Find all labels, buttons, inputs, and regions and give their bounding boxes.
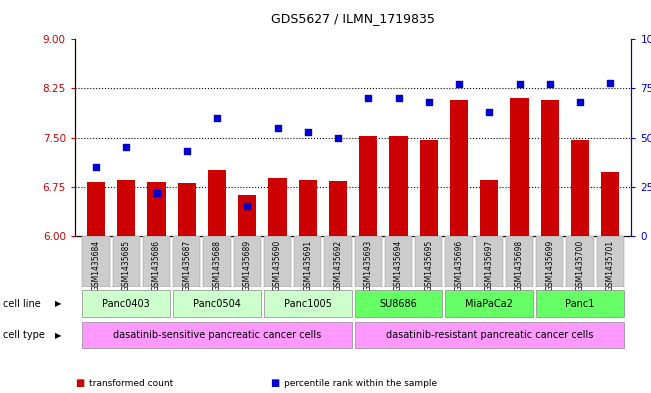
- Text: percentile rank within the sample: percentile rank within the sample: [284, 379, 437, 387]
- Bar: [445, 236, 473, 287]
- Text: dasatinib-resistant pancreatic cancer cells: dasatinib-resistant pancreatic cancer ce…: [385, 330, 593, 340]
- Bar: [355, 236, 382, 287]
- Bar: [597, 236, 624, 287]
- Text: GSM1435693: GSM1435693: [364, 240, 373, 291]
- Text: ■: ■: [75, 378, 84, 388]
- Text: GSM1435700: GSM1435700: [575, 240, 585, 291]
- Bar: [238, 195, 256, 236]
- Bar: [389, 136, 408, 236]
- Bar: [506, 236, 533, 287]
- Bar: [173, 236, 201, 287]
- Bar: [148, 182, 165, 236]
- Text: Panc0403: Panc0403: [102, 299, 150, 309]
- Bar: [445, 290, 533, 317]
- Point: [212, 115, 222, 121]
- Text: Panc1: Panc1: [565, 299, 595, 309]
- Point: [242, 203, 253, 209]
- Bar: [83, 322, 352, 348]
- Point: [605, 79, 615, 86]
- Bar: [324, 236, 352, 287]
- Bar: [510, 98, 529, 236]
- Text: ▶: ▶: [55, 299, 62, 308]
- Text: Panc0504: Panc0504: [193, 299, 241, 309]
- Point: [303, 129, 313, 135]
- Bar: [83, 290, 170, 317]
- Point: [424, 99, 434, 105]
- Bar: [420, 140, 438, 236]
- Point: [91, 164, 102, 170]
- Bar: [355, 290, 443, 317]
- Bar: [113, 236, 140, 287]
- Text: ■: ■: [270, 378, 279, 388]
- Point: [333, 134, 343, 141]
- Text: GDS5627 / ILMN_1719835: GDS5627 / ILMN_1719835: [271, 12, 435, 25]
- Text: GSM1435695: GSM1435695: [424, 240, 434, 291]
- Text: MiaPaCa2: MiaPaCa2: [465, 299, 513, 309]
- Bar: [208, 170, 226, 236]
- Bar: [264, 236, 291, 287]
- Bar: [268, 178, 286, 236]
- Bar: [264, 290, 352, 317]
- Text: GSM1435691: GSM1435691: [303, 240, 312, 291]
- Text: GSM1435699: GSM1435699: [546, 240, 554, 291]
- Bar: [476, 236, 503, 287]
- Bar: [83, 236, 109, 287]
- Text: cell type: cell type: [3, 330, 45, 340]
- Bar: [299, 180, 317, 236]
- Point: [272, 125, 283, 131]
- Point: [514, 81, 525, 88]
- Point: [575, 99, 585, 105]
- Bar: [355, 322, 624, 348]
- Bar: [87, 182, 105, 236]
- Text: GSM1435701: GSM1435701: [606, 240, 615, 291]
- Bar: [173, 290, 261, 317]
- Text: GSM1435687: GSM1435687: [182, 240, 191, 291]
- Point: [545, 81, 555, 88]
- Point: [182, 148, 192, 154]
- Text: GSM1435685: GSM1435685: [122, 240, 131, 291]
- Text: GSM1435692: GSM1435692: [333, 240, 342, 291]
- Text: GSM1435690: GSM1435690: [273, 240, 282, 291]
- Bar: [480, 180, 499, 236]
- Point: [151, 189, 161, 196]
- Bar: [294, 236, 322, 287]
- Bar: [329, 182, 347, 236]
- Text: SU8686: SU8686: [380, 299, 417, 309]
- Text: GSM1435694: GSM1435694: [394, 240, 403, 291]
- Bar: [566, 236, 594, 287]
- Text: GSM1435684: GSM1435684: [92, 240, 100, 291]
- Text: Panc1005: Panc1005: [284, 299, 332, 309]
- Bar: [203, 236, 230, 287]
- Text: GSM1435688: GSM1435688: [212, 240, 221, 291]
- Text: dasatinib-sensitive pancreatic cancer cells: dasatinib-sensitive pancreatic cancer ce…: [113, 330, 321, 340]
- Text: GSM1435696: GSM1435696: [454, 240, 464, 291]
- Text: transformed count: transformed count: [89, 379, 173, 387]
- Bar: [450, 99, 468, 236]
- Bar: [117, 180, 135, 236]
- Bar: [385, 236, 412, 287]
- Bar: [234, 236, 261, 287]
- Bar: [415, 236, 443, 287]
- Point: [121, 144, 132, 151]
- Text: cell line: cell line: [3, 299, 41, 309]
- Bar: [178, 184, 196, 236]
- Point: [363, 95, 374, 101]
- Text: GSM1435689: GSM1435689: [243, 240, 252, 291]
- Bar: [541, 100, 559, 236]
- Bar: [602, 172, 619, 236]
- Text: GSM1435697: GSM1435697: [485, 240, 494, 291]
- Bar: [359, 136, 378, 236]
- Text: ▶: ▶: [55, 331, 62, 340]
- Text: GSM1435698: GSM1435698: [515, 240, 524, 291]
- Point: [484, 109, 495, 115]
- Bar: [536, 236, 563, 287]
- Text: GSM1435686: GSM1435686: [152, 240, 161, 291]
- Bar: [536, 290, 624, 317]
- Bar: [143, 236, 170, 287]
- Bar: [571, 140, 589, 236]
- Point: [454, 81, 464, 88]
- Point: [393, 95, 404, 101]
